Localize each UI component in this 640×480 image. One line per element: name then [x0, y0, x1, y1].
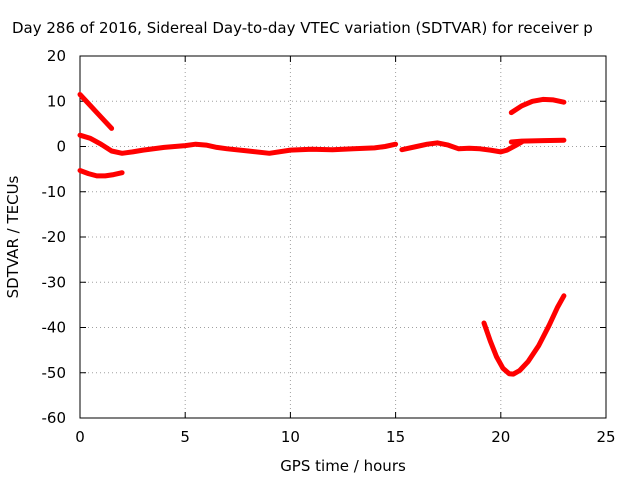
x-tick-label: 0 — [75, 428, 85, 446]
x-axis-label: GPS time / hours — [280, 457, 406, 475]
series-arc-negative-early — [77, 168, 125, 179]
y-tick-label: 20 — [47, 47, 66, 65]
x-tick-label: 15 — [386, 428, 405, 446]
y-tick-label: -40 — [42, 319, 67, 337]
x-axis: 0 5 10 15 20 25 — [75, 56, 616, 446]
y-tick-label: -20 — [42, 228, 67, 246]
x-tick-label: 10 — [281, 428, 300, 446]
series-group — [77, 92, 567, 377]
y-tick-label: -10 — [42, 183, 67, 201]
grid-lines — [80, 56, 606, 418]
x-tick-label: 20 — [491, 428, 510, 446]
series-arc-high-early — [77, 92, 115, 131]
series-arc-deep-dip — [481, 293, 567, 377]
series-arc-main — [77, 132, 399, 156]
y-tick-label: -60 — [42, 409, 67, 427]
y-tick-label: -50 — [42, 364, 67, 382]
chart-title: Day 286 of 2016, Sidereal Day-to-day VTE… — [12, 19, 593, 37]
series-arc-mid — [399, 139, 525, 155]
y-axis-label: SDTVAR / TECUs — [4, 175, 22, 298]
y-axis: -60 -50 -40 -30 -20 -10 0 10 20 — [42, 47, 606, 427]
series-arc-late-high — [508, 96, 567, 116]
y-tick-label: 10 — [47, 92, 66, 110]
x-tick-label: 25 — [596, 428, 615, 446]
y-tick-label: 0 — [56, 138, 66, 156]
x-tick-label: 5 — [180, 428, 190, 446]
y-tick-label: -30 — [42, 273, 67, 291]
series-arc-late-low — [508, 137, 567, 145]
